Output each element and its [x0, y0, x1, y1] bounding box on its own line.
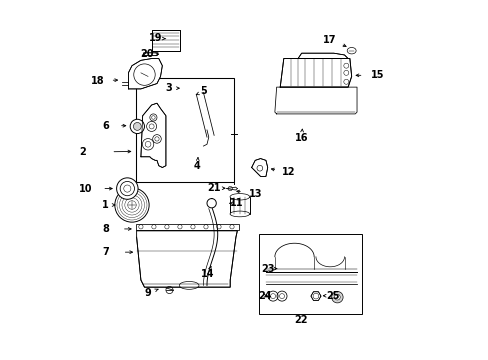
Polygon shape — [280, 59, 351, 87]
Ellipse shape — [229, 211, 249, 217]
Text: 12: 12 — [282, 167, 295, 177]
Bar — [258, 234, 362, 314]
Circle shape — [334, 294, 340, 300]
Circle shape — [115, 188, 149, 222]
Text: 22: 22 — [293, 315, 306, 325]
Text: 5: 5 — [200, 86, 206, 96]
Text: 19: 19 — [149, 33, 163, 43]
Bar — [135, 224, 239, 230]
Circle shape — [116, 178, 138, 199]
Text: 1: 1 — [102, 200, 108, 210]
Bar — [135, 78, 233, 182]
Text: 8: 8 — [102, 224, 109, 234]
Text: 10: 10 — [79, 184, 92, 194]
Text: 24: 24 — [257, 291, 271, 301]
Circle shape — [130, 119, 144, 134]
Ellipse shape — [179, 282, 199, 289]
Polygon shape — [151, 30, 180, 51]
Text: 4: 4 — [194, 161, 200, 171]
Text: 15: 15 — [370, 70, 384, 80]
Polygon shape — [128, 59, 162, 89]
Polygon shape — [310, 292, 320, 301]
Ellipse shape — [229, 194, 249, 200]
Text: 2: 2 — [80, 147, 86, 157]
Ellipse shape — [346, 48, 355, 54]
Polygon shape — [141, 103, 165, 167]
Text: 25: 25 — [325, 291, 339, 301]
Text: 3: 3 — [165, 83, 172, 93]
Polygon shape — [142, 53, 158, 56]
Text: 16: 16 — [294, 133, 308, 143]
Polygon shape — [136, 231, 237, 287]
Polygon shape — [298, 53, 347, 59]
Text: 20: 20 — [140, 49, 154, 59]
Text: 7: 7 — [102, 247, 109, 257]
Text: 21: 21 — [207, 183, 221, 193]
Text: 13: 13 — [248, 189, 262, 199]
Text: 23: 23 — [261, 264, 274, 274]
Text: 11: 11 — [229, 198, 243, 208]
Text: 14: 14 — [201, 269, 214, 279]
Polygon shape — [251, 158, 267, 176]
Circle shape — [331, 292, 343, 303]
Text: 9: 9 — [144, 288, 151, 298]
Text: 17: 17 — [322, 35, 336, 45]
Text: 18: 18 — [90, 76, 104, 86]
Text: 6: 6 — [102, 121, 109, 131]
Circle shape — [133, 122, 141, 130]
Bar — [230, 197, 249, 214]
